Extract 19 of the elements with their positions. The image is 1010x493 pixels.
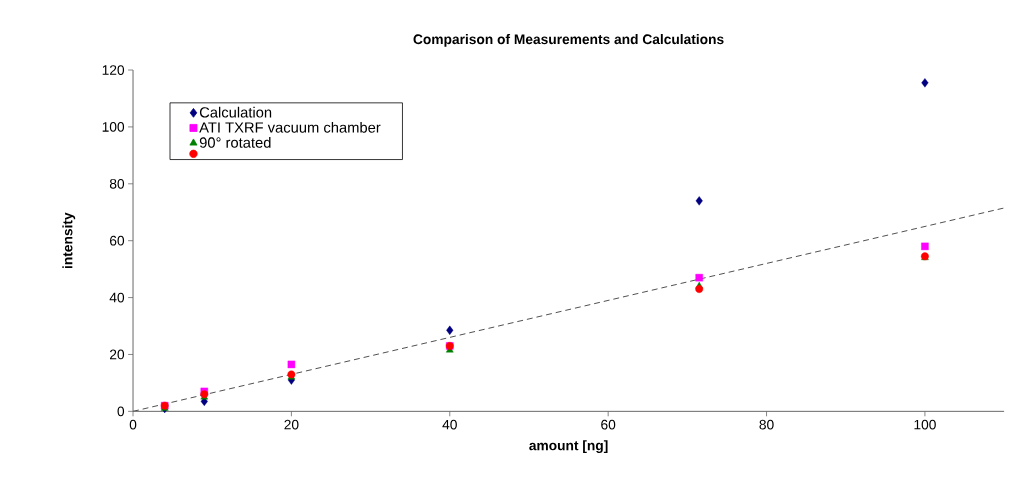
y-tick-label: 60 (110, 235, 125, 246)
y-tick-label: 120 (102, 65, 125, 75)
x-tick-label: 40 (442, 419, 457, 430)
y-tick-label: 20 (110, 349, 125, 360)
x-tick-label: 0 (129, 419, 137, 430)
x-tick-label: 60 (601, 419, 616, 430)
y-axis-title: intensity (62, 212, 76, 268)
legend-label: Calculation (199, 106, 272, 118)
chart-title: Comparison of Measurements and Calculations (413, 33, 724, 47)
y-tick-label: 40 (109, 292, 125, 303)
legend-label: 90° rotated (199, 136, 271, 148)
x-tick-label: 80 (759, 419, 774, 430)
y-tick-label: 0 (117, 406, 125, 417)
x-axis-title: amount [ng] (529, 440, 608, 453)
x-tick-label: 20 (284, 419, 299, 430)
x-tick-label: 100 (914, 419, 936, 430)
y-tick-label: 100 (102, 121, 125, 132)
legend-label: ATI TXRF vacuum chamber (199, 121, 381, 133)
y-tick-label: 80 (109, 178, 125, 189)
